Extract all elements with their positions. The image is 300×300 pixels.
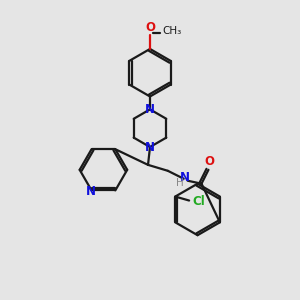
Text: H: H <box>176 178 184 188</box>
Text: O: O <box>204 155 214 168</box>
Text: N: N <box>145 140 155 154</box>
Text: N: N <box>180 171 190 184</box>
Text: CH₃: CH₃ <box>162 26 181 36</box>
Text: N: N <box>85 185 96 198</box>
Text: O: O <box>145 21 155 34</box>
Text: Cl: Cl <box>192 195 205 208</box>
Text: N: N <box>145 103 155 116</box>
